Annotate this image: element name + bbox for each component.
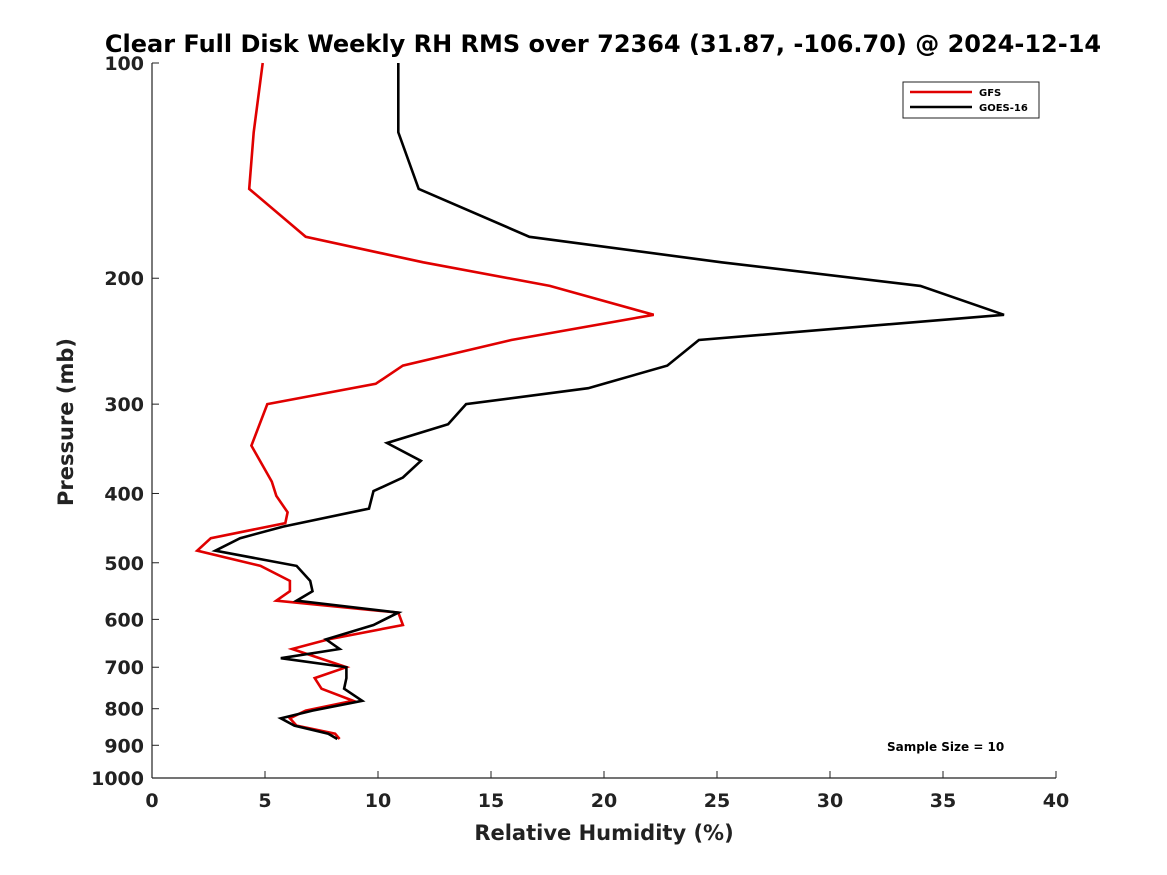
y-tick-label: 100 [104,53,144,75]
series-line-gfs [194,62,655,740]
y-tick-label: 200 [104,268,144,290]
legend: GFS GOES-16 [902,81,1040,119]
sample-size-annotation: Sample Size = 10 [887,740,1004,754]
y-tick-label: 300 [104,394,144,416]
legend-label-goes16: GOES-16 [979,103,1028,114]
y-axis-label: Pressure (mb) [54,338,78,506]
x-tick-label: 0 [145,790,158,812]
x-tick-label: 25 [704,790,730,812]
x-tick-label: 30 [817,790,843,812]
y-tick-label: 900 [104,735,144,757]
y-tick-label: 800 [104,699,144,721]
y-tick-label: 600 [104,609,144,631]
x-tick-label: 20 [591,790,617,812]
x-tick-label: 40 [1043,790,1069,812]
series-lines [194,62,1005,741]
x-ticks: 0 5 10 15 20 25 30 35 40 [145,771,1069,812]
x-tick-label: 5 [258,790,271,812]
legend-box [902,81,1040,119]
x-axis-label: Relative Humidity (%) [474,821,733,845]
x-tick-label: 35 [930,790,956,812]
chart-title: Clear Full Disk Weekly RH RMS over 72364… [105,30,1101,58]
x-tick-label: 10 [365,790,391,812]
series-line-goes16 [211,63,1005,741]
legend-label-gfs: GFS [979,88,1001,99]
y-tick-label: 400 [104,483,144,505]
x-tick-label: 15 [478,790,504,812]
y-ticks: 100 200 300 400 500 600 700 800 900 1000 [91,53,159,790]
y-tick-label: 700 [104,657,144,679]
y-tick-label: 500 [104,553,144,575]
y-tick-label: 1000 [91,768,144,790]
